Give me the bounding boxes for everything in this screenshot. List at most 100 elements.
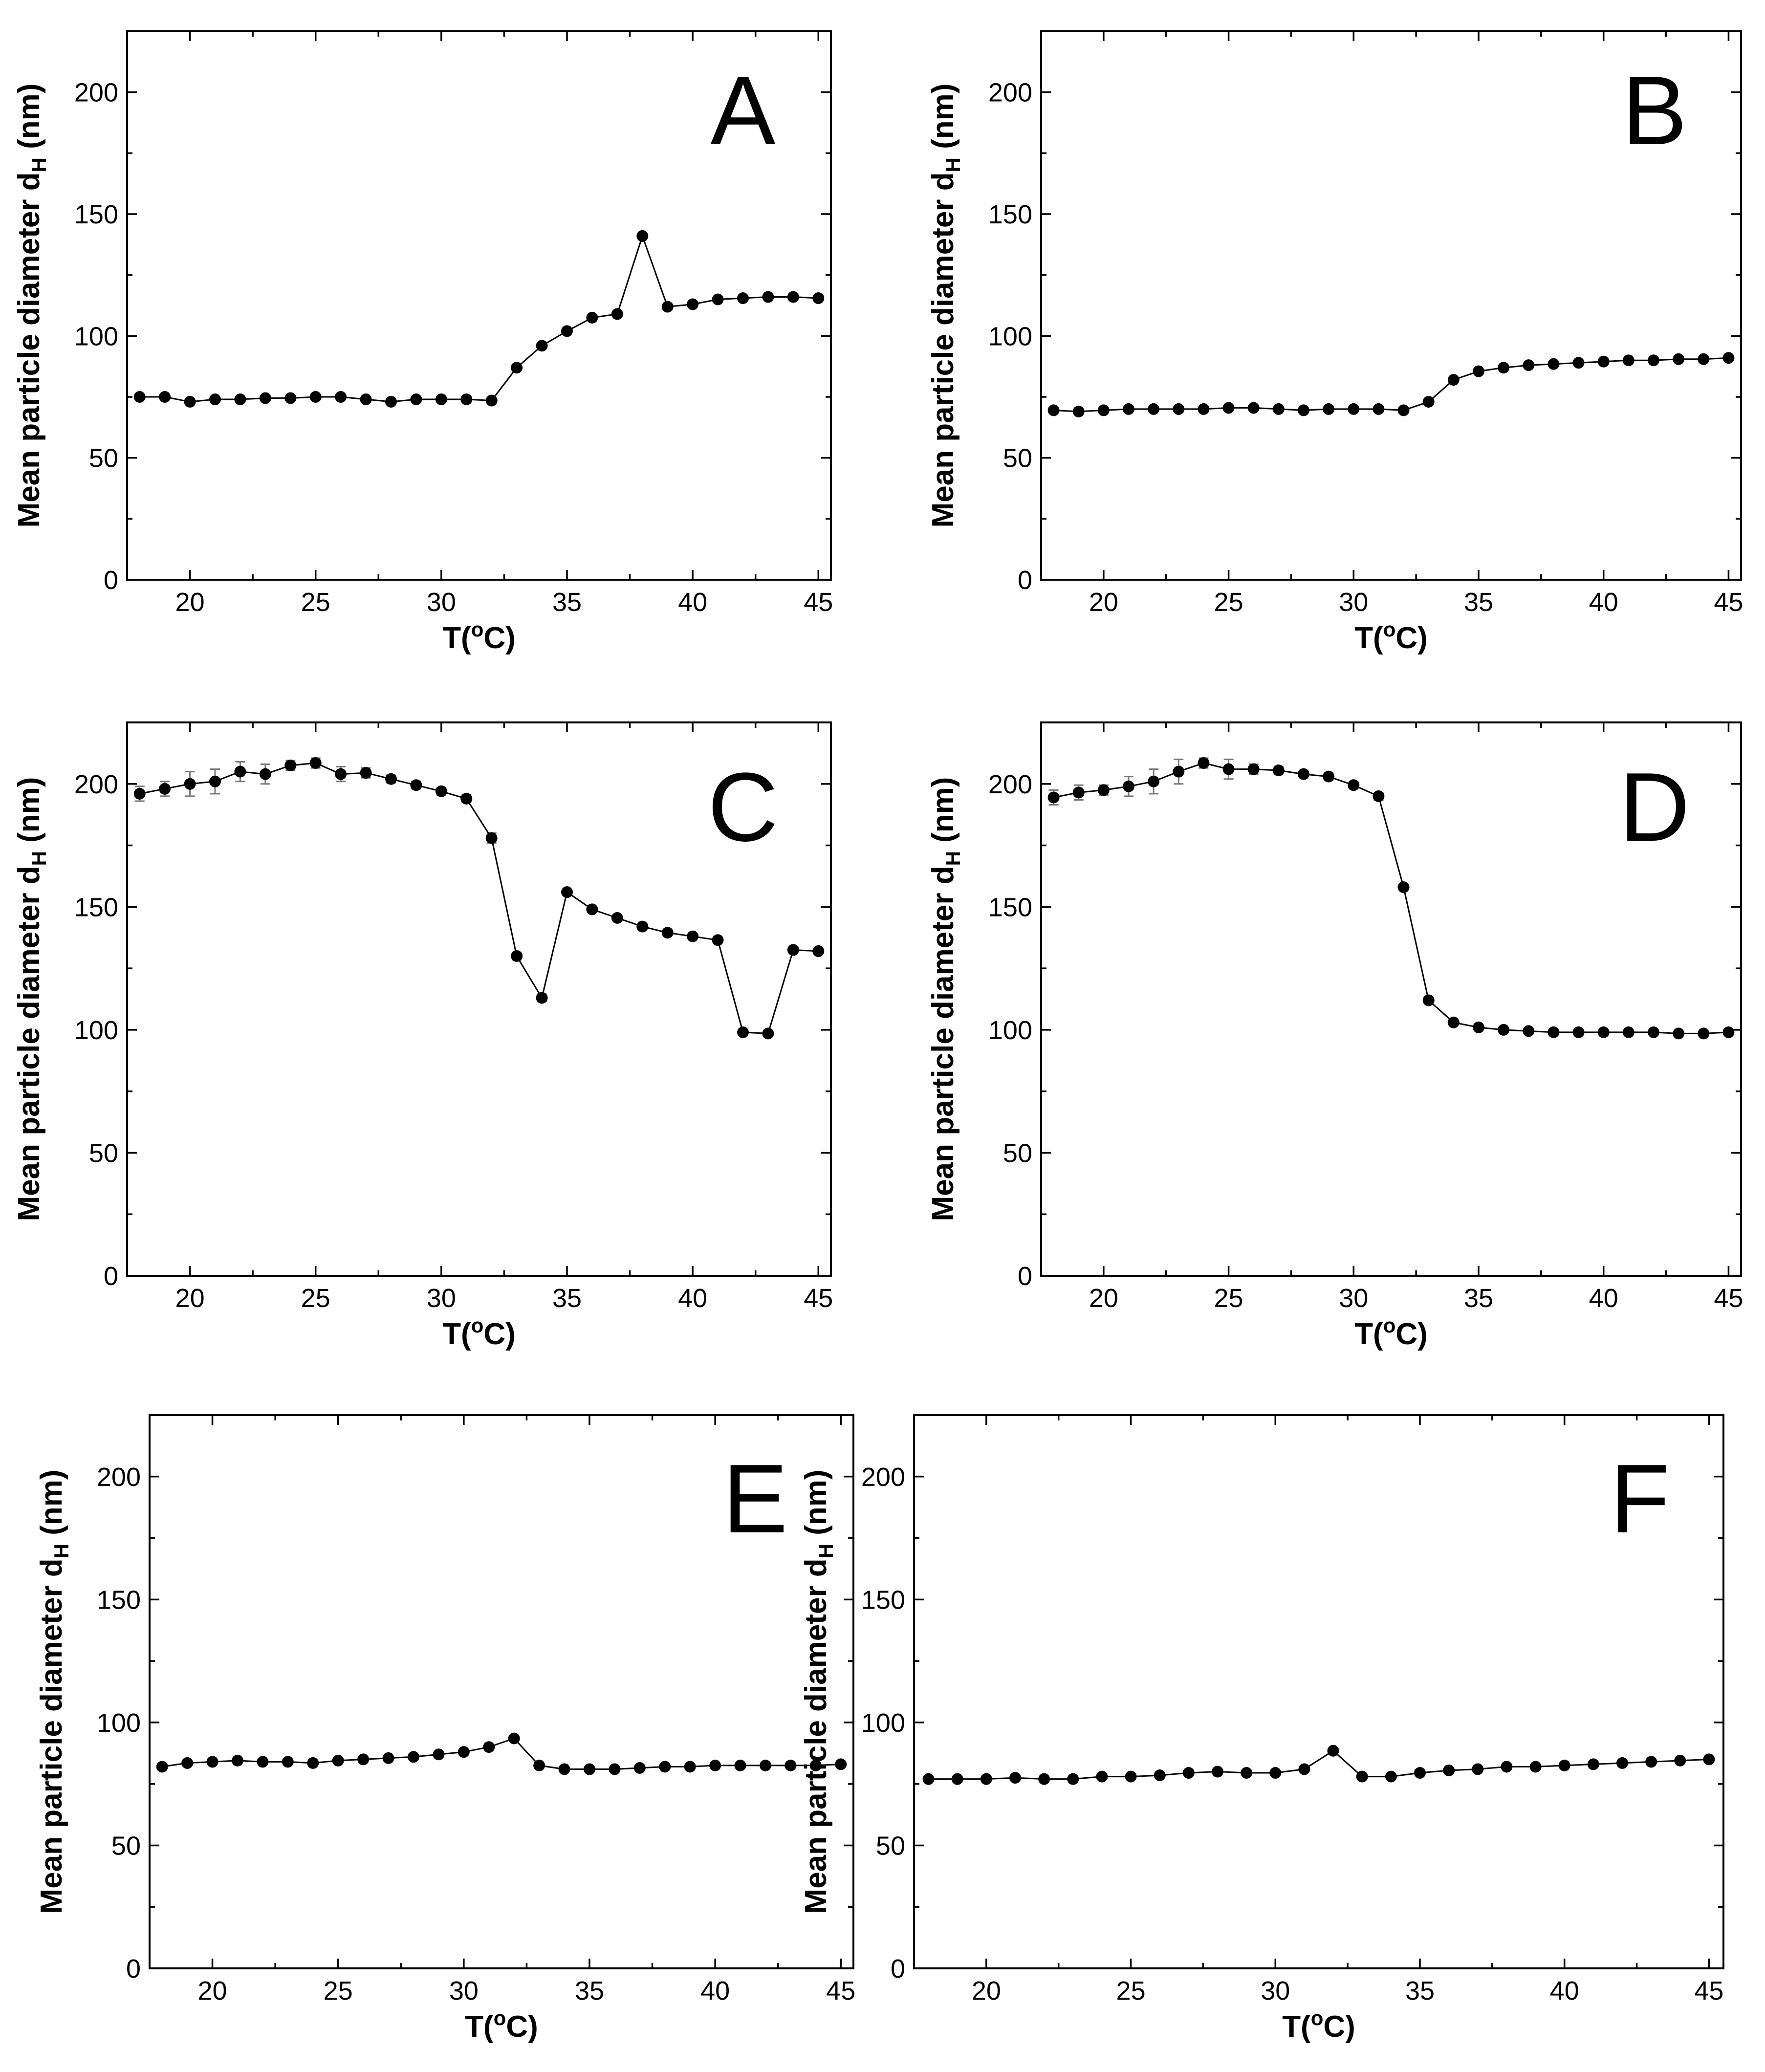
y-axis-title-subscript: H xyxy=(27,157,50,172)
data-point xyxy=(307,1757,319,1769)
data-point xyxy=(1645,1756,1657,1768)
data-point xyxy=(1373,403,1385,415)
data-point xyxy=(485,394,498,407)
data-point xyxy=(812,292,825,305)
data-point xyxy=(1529,1761,1542,1773)
data-point xyxy=(922,1773,935,1785)
x-axis-title-main: T( xyxy=(465,2010,494,2044)
y-tick-label: 150 xyxy=(861,1585,905,1614)
x-tick-label: 20 xyxy=(175,588,205,617)
data-point xyxy=(1443,1764,1455,1776)
data-point xyxy=(835,1758,847,1770)
data-point xyxy=(1414,1767,1426,1779)
data-point xyxy=(684,1761,696,1773)
y-tick-label: 100 xyxy=(74,1016,118,1045)
plot-frame xyxy=(126,721,832,1277)
x-axis-title-main: T( xyxy=(1354,1317,1383,1351)
data-point xyxy=(1269,1767,1282,1779)
data-point xyxy=(259,392,271,404)
panel-letter: B xyxy=(1622,56,1687,165)
x-axis-title-main: T( xyxy=(442,621,471,655)
x-axis-title-superscript: o xyxy=(494,2007,506,2029)
data-point xyxy=(1547,1026,1560,1038)
x-axis-title: T(oC) xyxy=(465,2007,538,2044)
data-point xyxy=(1397,404,1410,416)
data-point xyxy=(156,1761,168,1773)
y-tick-label: 150 xyxy=(988,893,1032,922)
data-point xyxy=(460,792,473,805)
data-point xyxy=(1597,1026,1610,1038)
x-axis-title-superscript: o xyxy=(471,618,484,641)
data-point xyxy=(561,325,573,337)
x-tick-label: 40 xyxy=(678,1284,707,1313)
data-point xyxy=(536,992,548,1004)
x-tick-label: 40 xyxy=(1589,588,1618,617)
y-tick-label: 200 xyxy=(74,78,118,108)
x-tick-label: 35 xyxy=(1405,1976,1435,2006)
y-tick-label: 0 xyxy=(1018,1262,1032,1291)
data-point xyxy=(1047,791,1060,804)
y-tick-label: 50 xyxy=(1003,444,1032,473)
x-axis-title-end: C) xyxy=(1395,1317,1427,1351)
y-tick-label: 150 xyxy=(97,1585,141,1614)
data-point xyxy=(508,1732,520,1745)
data-point xyxy=(1622,1026,1634,1038)
y-tick-label: 200 xyxy=(74,770,118,799)
y-axis-title-main: Mean particle diameter d xyxy=(926,866,960,1221)
y-axis-title: Mean particle diameter dH (nm) xyxy=(926,84,964,528)
data-point xyxy=(760,1759,771,1771)
data-point xyxy=(787,291,799,303)
data-point xyxy=(1698,1027,1710,1040)
x-tick-label: 30 xyxy=(1339,588,1368,617)
x-tick-label: 45 xyxy=(1694,1976,1723,2006)
data-point xyxy=(1047,404,1060,416)
data-point xyxy=(712,293,724,305)
x-axis-title: T(oC) xyxy=(442,618,516,655)
x-tick-label: 25 xyxy=(1214,588,1243,617)
data-point xyxy=(687,930,699,942)
x-tick-label: 40 xyxy=(700,1976,730,2006)
data-point xyxy=(1072,786,1085,799)
data-point xyxy=(1154,1769,1166,1782)
data-point xyxy=(1622,354,1634,367)
data-point xyxy=(159,783,171,795)
data-point xyxy=(1097,404,1110,416)
x-tick-label: 20 xyxy=(1089,1284,1118,1313)
data-point xyxy=(1673,1027,1685,1040)
data-point xyxy=(737,1026,749,1038)
data-point xyxy=(234,765,246,778)
y-tick-label: 100 xyxy=(74,322,118,351)
data-point xyxy=(1123,403,1134,415)
y-tick-label: 50 xyxy=(876,1831,905,1860)
data-point xyxy=(1722,1026,1735,1038)
data-point xyxy=(284,760,297,772)
data-point xyxy=(687,298,699,310)
y-axis-title-main: Mean particle diameter d xyxy=(799,1558,833,1914)
x-axis-title-end: C) xyxy=(483,621,515,655)
data-point xyxy=(636,230,649,242)
y-tick-label: 100 xyxy=(861,1708,905,1738)
y-tick-label: 0 xyxy=(126,1954,141,1984)
data-point xyxy=(209,393,221,405)
y-tick-label: 200 xyxy=(988,78,1032,108)
data-point xyxy=(951,1773,963,1785)
data-point xyxy=(1327,1745,1339,1757)
panel-c: 20 25 30 35 40 45 0 50 100 150 200 T(oC) Mean partic… xyxy=(12,721,833,1351)
data-point xyxy=(1148,403,1160,415)
panel-a: 20 25 30 35 40 45 0 50 100 150 200 T(oC) Mean partic… xyxy=(12,30,833,655)
data-point xyxy=(1572,357,1585,369)
x-tick-label: 20 xyxy=(175,1284,205,1313)
data-point xyxy=(536,340,548,352)
data-point xyxy=(1572,1026,1585,1038)
x-tick-label: 30 xyxy=(1339,1284,1368,1313)
panel-letter: F xyxy=(1610,1444,1670,1553)
series-line xyxy=(1053,357,1729,413)
data-point xyxy=(1173,765,1185,778)
data-point xyxy=(1422,994,1435,1006)
y-tick-label: 100 xyxy=(988,1016,1032,1045)
data-point xyxy=(257,1756,269,1768)
data-point xyxy=(709,1759,721,1771)
y-axis-title-subscript: H xyxy=(814,1544,837,1558)
data-point xyxy=(234,393,246,405)
